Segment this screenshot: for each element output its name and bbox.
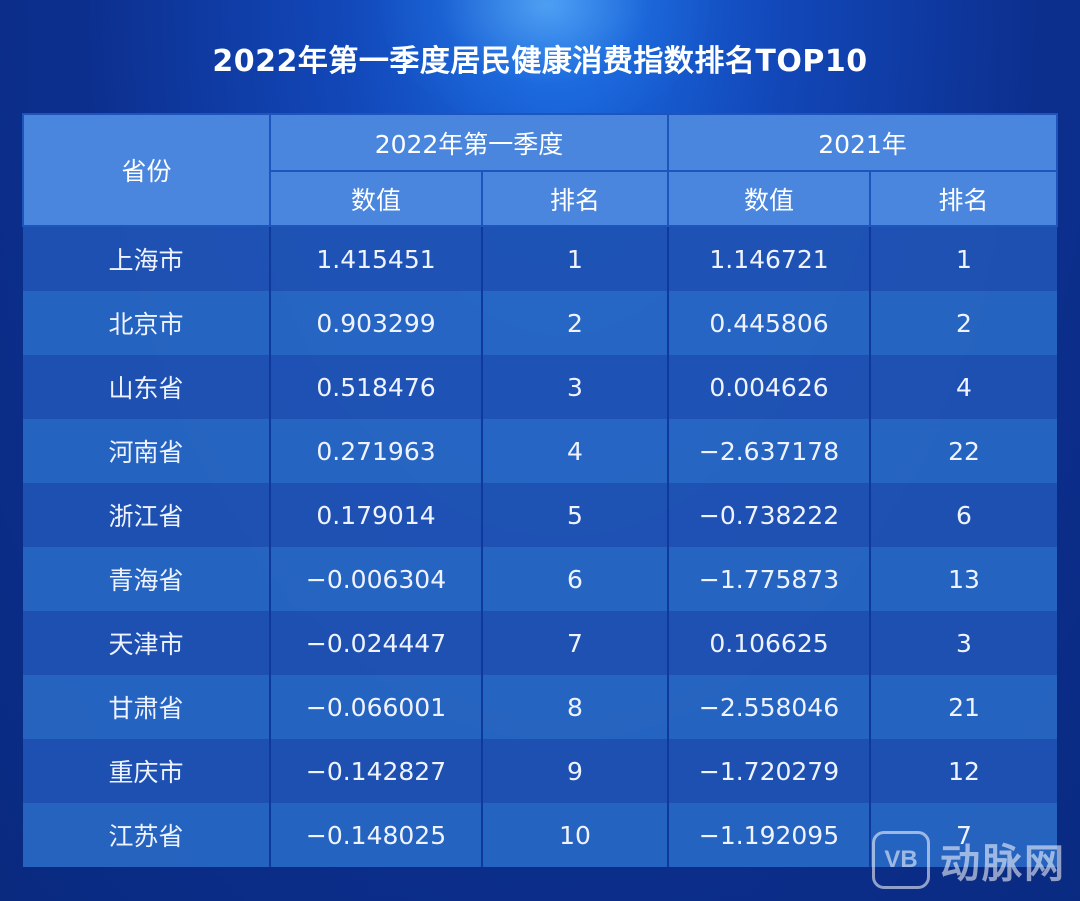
cell-2021-value: 0.004626 [668, 355, 871, 419]
cell-2021-value: 0.445806 [668, 291, 871, 355]
table-row: 浙江省 0.179014 5 −0.738222 6 [23, 483, 1057, 547]
cell-2021-rank: 13 [870, 547, 1057, 611]
cell-2022q1-rank: 9 [482, 739, 669, 803]
cell-2022q1-rank: 2 [482, 291, 669, 355]
table-row: 天津市 −0.024447 7 0.106625 3 [23, 611, 1057, 675]
cell-province: 青海省 [23, 547, 271, 611]
cell-2021-rank: 12 [870, 739, 1057, 803]
cell-2021-rank: 3 [870, 611, 1057, 675]
header-group-2021: 2021年 [667, 113, 1058, 172]
header-group-2022q1: 2022年第一季度 [269, 113, 669, 172]
cell-2022q1-rank: 3 [482, 355, 669, 419]
table-row: 青海省 −0.006304 6 −1.775873 13 [23, 547, 1057, 611]
cell-2021-rank: 1 [870, 226, 1057, 291]
cell-2022q1-rank: 6 [482, 547, 669, 611]
cell-2021-value: −2.637178 [668, 419, 871, 483]
table-body: 上海市 1.415451 1 1.146721 1 北京市 0.903299 2 0.44580… [23, 226, 1057, 867]
vb-logo-icon: VB [872, 831, 930, 889]
table-row: 北京市 0.903299 2 0.445806 2 [23, 291, 1057, 355]
cell-2021-value: −2.558046 [668, 675, 871, 739]
cell-province: 重庆市 [23, 739, 271, 803]
cell-2022q1-value: 1.415451 [270, 226, 483, 291]
cell-2022q1-value: −0.148025 [270, 803, 483, 867]
cell-2021-rank: 4 [870, 355, 1057, 419]
cell-2022q1-value: 0.903299 [270, 291, 483, 355]
cell-2022q1-value: 0.271963 [270, 419, 483, 483]
cell-province: 天津市 [23, 611, 271, 675]
table-header: 省份 2022年第一季度 2021年 数值 排名 数值 排名 [22, 113, 1058, 227]
ranking-table-container: 省份 2022年第一季度 2021年 数值 排名 数值 排名 上海市 1.4154… [22, 113, 1058, 867]
cell-2021-value: −1.192095 [668, 803, 871, 867]
cell-2022q1-value: −0.006304 [270, 547, 483, 611]
table-row: 山东省 0.518476 3 0.004626 4 [23, 355, 1057, 419]
cell-2022q1-value: 0.518476 [270, 355, 483, 419]
table-row: 重庆市 −0.142827 9 −1.720279 12 [23, 739, 1057, 803]
cell-2021-value: −0.738222 [668, 483, 871, 547]
header-province: 省份 [22, 113, 271, 227]
cell-province: 江苏省 [23, 803, 271, 867]
cell-2022q1-rank: 7 [482, 611, 669, 675]
cell-2022q1-value: −0.142827 [270, 739, 483, 803]
cell-2021-value: −1.775873 [668, 547, 871, 611]
watermark-text: 动脉网 [940, 841, 1066, 887]
cell-province: 浙江省 [23, 483, 271, 547]
cell-province: 北京市 [23, 291, 271, 355]
cell-2022q1-rank: 10 [482, 803, 669, 867]
cell-2022q1-rank: 5 [482, 483, 669, 547]
ranking-table: 省份 2022年第一季度 2021年 数值 排名 数值 排名 上海市 1.4154… [22, 113, 1058, 867]
cell-2022q1-rank: 4 [482, 419, 669, 483]
cell-2022q1-rank: 8 [482, 675, 669, 739]
cell-2022q1-value: −0.066001 [270, 675, 483, 739]
header-2021-value: 数值 [667, 170, 871, 227]
cell-2022q1-value: −0.024447 [270, 611, 483, 675]
cell-2021-value: −1.720279 [668, 739, 871, 803]
cell-2021-rank: 21 [870, 675, 1057, 739]
cell-province: 河南省 [23, 419, 271, 483]
cell-2021-value: 0.106625 [668, 611, 871, 675]
header-2022q1-rank: 排名 [481, 170, 669, 227]
cell-2021-rank: 22 [870, 419, 1057, 483]
cell-2021-value: 1.146721 [668, 226, 871, 291]
watermark: VB 动脉网 [872, 831, 1066, 889]
table-row: 河南省 0.271963 4 −2.637178 22 [23, 419, 1057, 483]
cell-2022q1-rank: 1 [482, 226, 669, 291]
table-row: 甘肃省 −0.066001 8 −2.558046 21 [23, 675, 1057, 739]
chart-title: 2022年第一季度居民健康消费指数排名TOP10 [212, 44, 868, 79]
cell-2022q1-value: 0.179014 [270, 483, 483, 547]
cell-province: 上海市 [23, 226, 271, 291]
cell-2021-rank: 6 [870, 483, 1057, 547]
cell-province: 甘肃省 [23, 675, 271, 739]
table-row: 江苏省 −0.148025 10 −1.192095 7 [23, 803, 1057, 867]
header-2021-rank: 排名 [869, 170, 1058, 227]
table-row: 上海市 1.415451 1 1.146721 1 [23, 226, 1057, 291]
cell-province: 山东省 [23, 355, 271, 419]
cell-2021-rank: 7 [870, 803, 1057, 867]
cell-2021-rank: 2 [870, 291, 1057, 355]
header-2022q1-value: 数值 [269, 170, 483, 227]
